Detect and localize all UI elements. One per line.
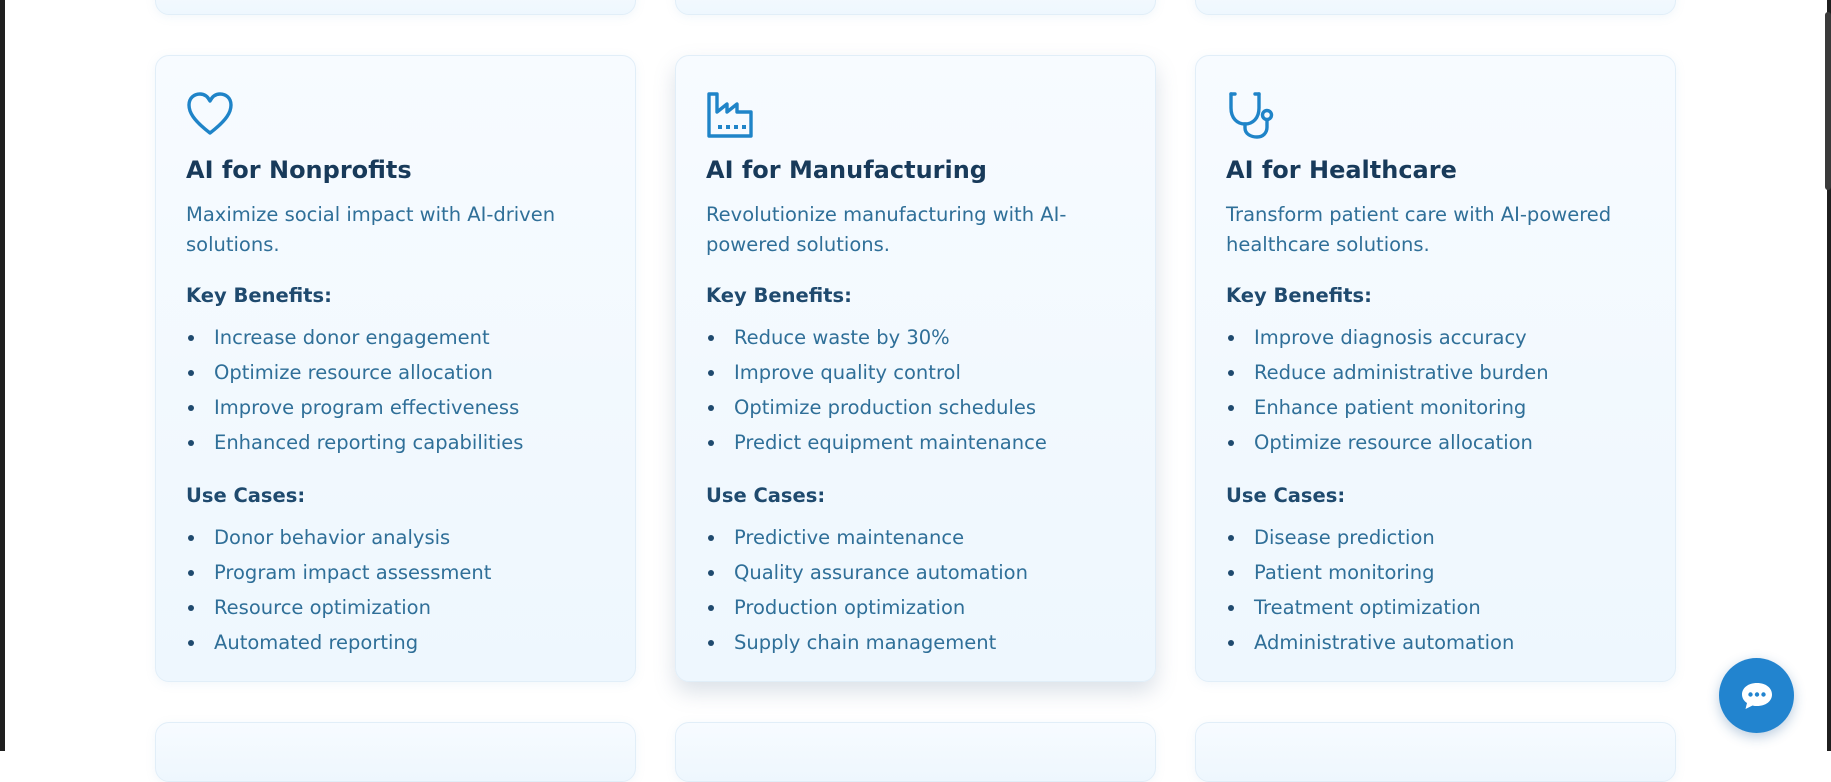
use-cases-heading: Use Cases: [186,484,306,507]
list-item: Enhanced reporting capabilities [186,425,605,460]
industry-card-manufacturing[interactable]: AI for Manufacturing Revolutionize manuf… [675,55,1156,682]
heart-icon [185,90,235,140]
list-item: Automated reporting [186,625,605,660]
list-item: Enhance patient monitoring [1226,390,1645,425]
list-item: Predictive maintenance [706,520,1125,555]
industry-card-healthcare[interactable]: AI for Healthcare Transform patient care… [1195,55,1676,682]
list-item: Reduce waste by 30% [706,320,1125,355]
window-frame-left [0,0,5,751]
list-item: Improve program effectiveness [186,390,605,425]
list-item: Disease prediction [1226,520,1645,555]
use-cases-list: Donor behavior analysis Program impact a… [186,520,605,660]
factory-icon [705,90,755,140]
list-item: Optimize production schedules [706,390,1125,425]
card-description: Transform patient care with AI-powered h… [1226,203,1612,256]
scrollbar-thumb[interactable] [1825,12,1831,190]
benefits-list: Reduce waste by 30% Improve quality cont… [706,320,1125,460]
window-frame-right [1827,0,1831,751]
list-item: Increase donor engagement [186,320,605,355]
list-item: Supply chain management [706,625,1125,660]
card-title: AI for Manufacturing [706,156,987,184]
list-item: Improve diagnosis accuracy [1226,320,1645,355]
industry-card-nonprofits[interactable]: AI for Nonprofits Maximize social impact… [155,55,636,682]
card-previous-row-1[interactable] [155,0,636,15]
use-cases-list: Predictive maintenance Quality assurance… [706,520,1125,660]
card-title: AI for Healthcare [1226,156,1457,184]
card-next-row-3[interactable] [1195,722,1676,782]
list-item: Optimize resource allocation [186,355,605,390]
card-title: AI for Nonprofits [186,156,412,184]
list-item: Improve quality control [706,355,1125,390]
card-previous-row-2[interactable] [675,0,1156,15]
key-benefits-heading: Key Benefits: [706,284,852,307]
card-description: Revolutionize manufacturing with AI-powe… [706,203,1067,256]
list-item: Treatment optimization [1226,590,1645,625]
use-cases-heading: Use Cases: [1226,484,1346,507]
list-item: Administrative automation [1226,625,1645,660]
list-item: Donor behavior analysis [186,520,605,555]
list-item: Patient monitoring [1226,555,1645,590]
list-item: Quality assurance automation [706,555,1125,590]
benefits-list: Improve diagnosis accuracy Reduce admini… [1226,320,1645,460]
chat-bubble-icon [1741,682,1772,709]
list-item: Optimize resource allocation [1226,425,1645,460]
chat-button[interactable] [1719,658,1794,733]
list-item: Production optimization [706,590,1125,625]
list-item: Program impact assessment [186,555,605,590]
key-benefits-heading: Key Benefits: [1226,284,1372,307]
stethoscope-icon [1225,90,1275,140]
list-item: Predict equipment maintenance [706,425,1125,460]
use-cases-heading: Use Cases: [706,484,826,507]
use-cases-list: Disease prediction Patient monitoring Tr… [1226,520,1645,660]
card-next-row-2[interactable] [675,722,1156,782]
card-description: Maximize social impact with AI-driven so… [186,203,556,256]
key-benefits-heading: Key Benefits: [186,284,332,307]
card-next-row-1[interactable] [155,722,636,782]
list-item: Resource optimization [186,590,605,625]
benefits-list: Increase donor engagement Optimize resou… [186,320,605,460]
card-previous-row-3[interactable] [1195,0,1676,15]
list-item: Reduce administrative burden [1226,355,1645,390]
